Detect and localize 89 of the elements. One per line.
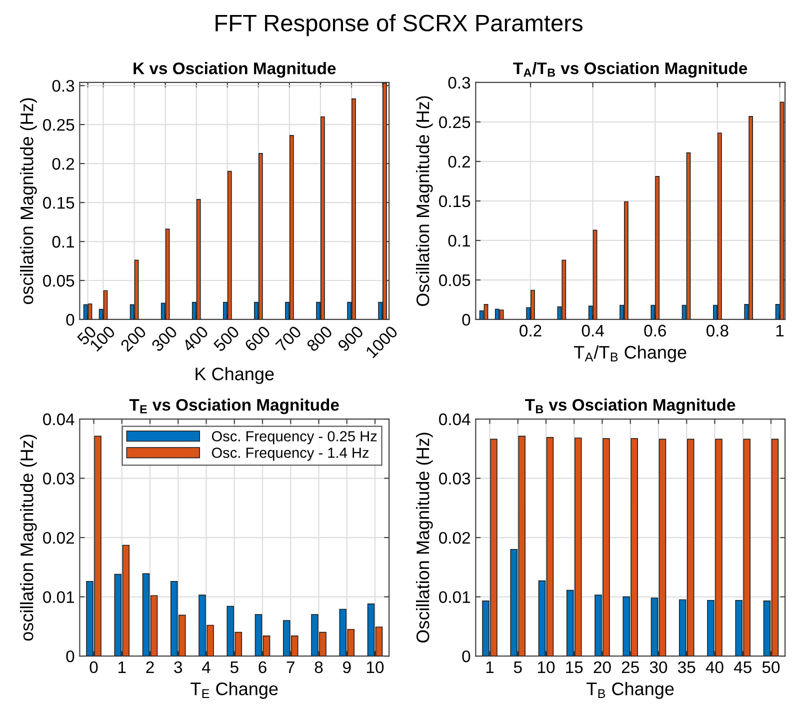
bar — [484, 304, 488, 320]
x-tick-label: 0 — [90, 661, 98, 674]
y-tick-label: 0.03 — [43, 472, 74, 484]
bar — [196, 198, 201, 320]
x-tick-label: 5 — [230, 662, 238, 674]
x-tick-label: 7 — [286, 662, 294, 673]
x-tick-label: 400 — [182, 325, 209, 352]
bar — [499, 310, 504, 320]
x-tick-label: 0.2 — [520, 324, 542, 337]
y-tick-label: 0.3 — [448, 76, 470, 89]
y-tick-label: 0 — [66, 650, 74, 662]
x-tick-label: 9 — [343, 661, 351, 674]
y-tick-label: 0.05 — [439, 274, 470, 286]
x-tick-label: 15 — [566, 662, 583, 674]
y-tick-label: 0.25 — [439, 116, 470, 128]
x-tick-label: 800 — [306, 325, 334, 352]
bar — [227, 170, 232, 320]
x-tick-label: 1 — [118, 662, 126, 673]
x-tick-label: 600 — [244, 325, 271, 352]
legend-label: Osc. Frequency - 0.25 Hz — [212, 431, 377, 444]
x-tick-label: 50 — [762, 661, 780, 674]
bar — [103, 290, 108, 320]
bar — [686, 152, 691, 320]
bar — [289, 135, 294, 320]
x-tick-label: 300 — [150, 325, 178, 352]
x-tick-label: 40 — [706, 661, 724, 674]
x-tick-label: 6 — [258, 661, 266, 674]
y-tick-label: 0.25 — [43, 118, 74, 131]
x-tick-label: 700 — [275, 325, 302, 352]
y-tick-label: 0.01 — [43, 591, 74, 603]
bar — [134, 260, 139, 320]
y-tick-label: 0.2 — [448, 156, 470, 168]
x-tick-label: 4 — [202, 662, 210, 673]
y-axis-title: Oscillation Magnitude (Hz) — [416, 96, 433, 306]
x-axis-title: T$_{A}$/T$_{B}$ Change — [574, 345, 686, 362]
legend-label: Osc. Frequency - 1.4 Hz — [212, 448, 369, 461]
bar — [258, 152, 263, 320]
x-tick-label: 2 — [146, 661, 154, 673]
x-tick-label: 1 — [486, 662, 494, 673]
bar — [717, 132, 722, 320]
x-tick-label: 8 — [314, 661, 323, 674]
x-tick-label: 0.4 — [582, 324, 604, 337]
y-tick-label: 0.2 — [52, 158, 74, 170]
x-tick-label: 200 — [120, 325, 147, 352]
y-axis-title: oscillation Magnitude (Hz) — [20, 98, 37, 304]
y-tick-label: 0.15 — [43, 196, 74, 209]
x-tick-label: 900 — [337, 325, 364, 352]
x-tick-label: 45 — [734, 662, 752, 674]
y-tick-label: 0.1 — [52, 236, 74, 248]
y-tick-label: 0.02 — [439, 532, 470, 544]
x-tick-label: 0.6 — [644, 324, 666, 337]
y-tick-label: 0 — [462, 650, 470, 662]
y-axis-title: Oscillation Magnitude (Hz) — [416, 432, 433, 643]
y-tick-label: 0 — [462, 314, 470, 326]
chart-title: T$_{E}$ vs Osciation Magnitude — [129, 398, 339, 414]
bar — [592, 230, 598, 320]
x-tick-label: 25 — [622, 661, 639, 674]
y-tick-label: 0.05 — [43, 274, 74, 287]
x-tick-label: 500 — [212, 325, 240, 352]
y-tick-label: 0.3 — [52, 80, 74, 92]
x-tick-label: 3 — [174, 661, 182, 674]
x-axis-title: T$_{B}$ Change — [586, 682, 674, 699]
x-tick-label: 20 — [594, 661, 611, 674]
y-tick-label: 0 — [66, 314, 74, 326]
x-axis-title: K Change — [196, 367, 274, 384]
chart-title: T$_{B}$ vs Osciation Magnitude — [525, 398, 736, 414]
x-tick-label: 10 — [538, 661, 555, 674]
x-tick-label: 30 — [650, 661, 668, 674]
chart-title: K vs Osciation Magnitude — [134, 62, 336, 78]
bar — [780, 102, 784, 320]
bar — [88, 303, 92, 320]
y-tick-label: 0.15 — [439, 195, 470, 208]
bar — [165, 228, 170, 320]
x-tick-label: 5 — [514, 662, 522, 674]
x-tick-label: 10 — [367, 661, 384, 674]
x-axis-title: T$_{E}$ Change — [190, 682, 278, 699]
chart-title: T$_{A}$/T$_{B}$ vs Osciation Magnitude — [513, 62, 748, 78]
bar — [83, 304, 88, 320]
text: FFT Response of SCRX Paramters — [216, 14, 582, 36]
y-tick-label: 0.02 — [43, 532, 74, 544]
y-tick-label: 0.1 — [448, 234, 470, 247]
y-tick-label: 0.03 — [439, 472, 470, 484]
y-tick-label: 0.04 — [43, 413, 74, 426]
x-tick-label: 35 — [678, 661, 696, 674]
y-tick-label: 0.04 — [439, 413, 470, 426]
x-tick-label: 0.8 — [706, 324, 728, 337]
x-tick-label: 1 — [776, 324, 784, 336]
y-tick-label: 0.01 — [439, 591, 470, 603]
y-axis-title: oscillation Magnitude (Hz) — [20, 434, 37, 641]
